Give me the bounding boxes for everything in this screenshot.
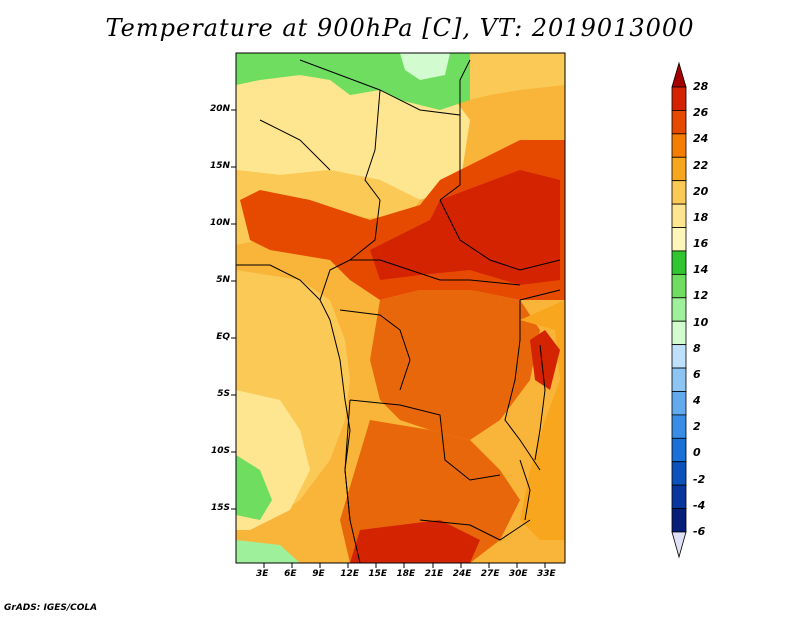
colorbar-swatch [671,344,687,369]
lon-label: 3E [256,569,269,579]
lat-label: 10S [210,446,230,456]
coastline-west [329,319,351,521]
field-lakes [530,330,560,390]
colorbar-label: 2 [693,420,701,434]
colorbar-swatch [671,414,687,439]
lat-label: 15N [209,161,230,171]
colorbar-swatch [671,227,687,252]
border-east-drc [504,300,541,471]
field-green-sw [236,455,272,520]
colorbar-label: 6 [693,367,701,381]
colorbar-swatch [671,437,687,463]
colorbar-label: 28 [693,80,709,93]
colorbar-label: -4 [693,498,706,512]
colorbar-bottom-triangle [671,531,687,559]
lat-label: 20N [209,104,230,114]
credit-text: GrADS: IGES/COLA [4,603,98,613]
field-hot-core [370,170,560,285]
colorbar-label: 16 [693,237,709,251]
lon-label: 9E [312,569,325,579]
field-congo [370,290,540,440]
colorbar-swatch [671,133,687,158]
lon-label: 15E [368,569,388,579]
borders [236,59,561,563]
colorbar-swatch [671,110,687,135]
border-car-drc [350,259,521,286]
colorbar-swatch [671,273,687,299]
field-east-highlands [520,300,565,540]
border-car-sudan [439,199,561,271]
colorbar-label: 10 [693,315,709,329]
field-cool-north [400,53,450,80]
temperature-field [236,53,565,563]
colorbar-label: 14 [693,263,709,277]
border-congo [339,309,411,391]
colorbar [671,61,687,559]
lat-label: 5N [216,275,230,285]
lake-tanganyika [534,344,546,461]
lon-label: 27E [480,569,500,579]
field-south-core [350,520,480,563]
colorbar-label: 18 [693,210,709,224]
colorbar-label: 22 [693,158,709,172]
border-niger-chad [364,89,381,201]
colorbar-swatch [671,367,687,392]
lat-label: 5S [217,389,230,399]
colorbar-swatch [671,391,687,416]
colorbar-label: 8 [693,341,701,355]
lon-label: 18E [396,569,416,579]
border-mali [259,119,331,171]
lon-label: 33E [537,569,556,579]
colorbar-label: 26 [693,106,709,120]
colorbar-label: -6 [693,525,706,538]
border-uganda [519,289,561,301]
colorbar-swatch [671,86,687,111]
colorbar-swatch [671,156,687,182]
border-chad-sudan [439,115,461,201]
lon-label: 12E [340,569,359,579]
colorbar-swatch [671,320,687,346]
colorbar-swatch [671,180,687,205]
colorbar-label: -2 [693,472,706,486]
colorbar-label: 24 [693,132,709,146]
colorbar-label: 4 [693,394,701,408]
lat-label: 15S [210,503,230,513]
colorbar-swatch [671,461,687,486]
colorbar-label: 0 [693,446,701,460]
lake-malawi [519,459,531,521]
lon-label: 24E [452,569,472,579]
colorbar-swatch [671,250,687,275]
lon-label: 21E [424,569,444,579]
map-border [235,52,566,564]
border-angola-zambia [349,399,501,481]
border-zambia-zimbabwe [419,519,531,541]
colorbar-swatch [671,484,687,509]
field-northeast [470,53,565,100]
field-green-south [236,540,300,563]
colorbar-swatch [671,297,687,322]
colorbar-label: 20 [693,184,709,198]
lon-label: 6E [284,569,297,579]
lon-label: 30E [508,569,528,579]
map-title: Temperature at 900hPa [C], VT: 201901300… [105,14,695,42]
lat-label: EQ [216,332,230,342]
coastline-gulf [236,264,331,321]
border-libya [299,59,471,116]
axis-ticks [231,109,546,568]
colorbar-swatch [671,203,687,228]
colorbar-label: 12 [693,289,709,303]
colorbar-swatch [671,508,687,533]
colorbar-top-triangle [671,61,687,88]
lat-label: 10N [209,218,230,228]
